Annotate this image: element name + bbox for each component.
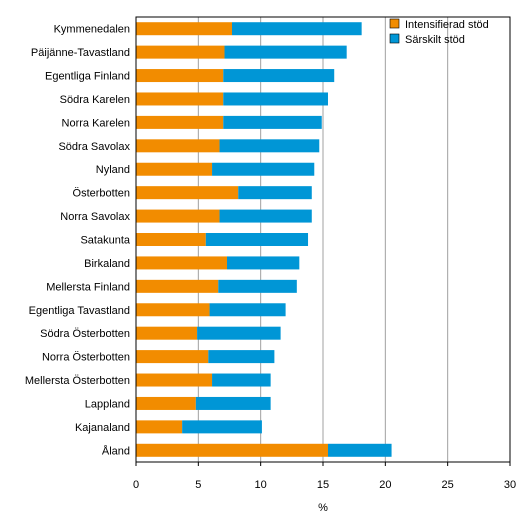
bar-sarskilt-1 <box>224 45 347 59</box>
bar-sarskilt-3 <box>223 92 328 106</box>
bar-sarskilt-2 <box>223 69 335 83</box>
category-label: Kajanaland <box>75 422 130 434</box>
bar-sarskilt-9 <box>205 233 309 246</box>
category-label: Södra Karelen <box>60 94 130 106</box>
bar-sarskilt-11 <box>218 279 297 293</box>
x-tick-label-30: 30 <box>504 479 516 491</box>
bar-sarskilt-5 <box>219 139 320 153</box>
bar-intensifierad-13 <box>136 326 198 340</box>
category-label: Mellersta Österbotten <box>25 375 130 387</box>
bar-sarskilt-12 <box>209 303 286 317</box>
bar-intensifierad-9 <box>136 233 206 246</box>
category-label: Norra Österbotten <box>42 352 130 364</box>
category-label: Nyland <box>96 164 130 176</box>
bar-intensifierad-16 <box>136 396 196 410</box>
bar-intensifierad-15 <box>136 373 213 387</box>
x-tick-label-0: 0 <box>133 479 139 491</box>
bar-intensifierad-5 <box>136 139 220 153</box>
category-labels: Kymmenedalen Päijänne-Tavastland Egentliga… <box>25 24 131 458</box>
bar-intensifierad-7 <box>136 186 239 200</box>
category-label: Kymmenedalen <box>54 24 130 36</box>
bar-sarskilt-7 <box>238 186 312 200</box>
legend-label-intensifierad: Intensifierad stöd <box>405 19 489 31</box>
bar-sarskilt-14 <box>208 350 275 364</box>
category-label: Satakunta <box>80 235 130 247</box>
bar-intensifierad-4 <box>136 115 224 129</box>
bar-sarskilt-10 <box>227 256 300 270</box>
bar-intensifierad-12 <box>136 303 210 317</box>
bar-intensifierad-8 <box>136 209 220 223</box>
category-label: Norra Karelen <box>62 117 130 129</box>
legend: Intensifierad stöd Särskilt stöd <box>389 18 489 46</box>
bar-sarskilt-15 <box>212 373 271 387</box>
category-label: Mellersta Finland <box>46 281 130 293</box>
bar-sarskilt-17 <box>182 420 262 434</box>
legend-swatch-sarskilt <box>389 33 400 44</box>
legend-label-sarskilt: Särskilt stöd <box>405 34 465 46</box>
bar-intensifierad-3 <box>136 92 224 106</box>
category-label: Södra Österbotten <box>40 328 130 340</box>
bar-sarskilt-0 <box>231 22 362 36</box>
category-label: Österbotten <box>73 188 130 200</box>
bar-intensifierad-6 <box>136 162 213 176</box>
x-axis-title: % <box>318 502 328 514</box>
category-label: Lappland <box>85 398 130 410</box>
x-tick-label-10: 10 <box>255 479 267 491</box>
x-tick-labels: 0 5 10 15 20 25 30 <box>133 462 516 491</box>
x-tick-label-15: 15 <box>317 479 329 491</box>
bar-intensifierad-1 <box>136 45 225 59</box>
x-tick-label-20: 20 <box>379 479 391 491</box>
category-label: Egentliga Finland <box>45 71 130 83</box>
bar-sarskilt-16 <box>195 396 271 410</box>
legend-swatch-intensifierad <box>389 18 400 29</box>
bar-sarskilt-6 <box>212 162 315 176</box>
bar-layer <box>136 22 392 457</box>
bar-sarskilt-8 <box>219 209 312 223</box>
category-label: Åland <box>102 444 130 457</box>
bar-sarskilt-4 <box>223 115 322 129</box>
bar-intensifierad-14 <box>136 350 209 364</box>
bar-sarskilt-13 <box>197 326 281 340</box>
bar-intensifierad-2 <box>136 69 224 83</box>
category-label: Birkaland <box>84 258 130 270</box>
x-tick-label-5: 5 <box>195 479 201 491</box>
x-tick-label-25: 25 <box>442 479 454 491</box>
bar-intensifierad-18 <box>136 443 328 457</box>
category-label: Norra Savolax <box>60 211 130 223</box>
bar-intensifierad-0 <box>136 22 232 36</box>
bar-sarskilt-18 <box>327 443 392 457</box>
category-label: Päijänne-Tavastland <box>31 47 130 59</box>
bar-intensifierad-10 <box>136 256 228 270</box>
grid-layer <box>197 17 449 462</box>
bar-intensifierad-17 <box>136 420 183 434</box>
category-label: Egentliga Tavastland <box>29 305 130 317</box>
bar-intensifierad-11 <box>136 279 219 293</box>
category-label: Södra Savolax <box>58 141 130 153</box>
